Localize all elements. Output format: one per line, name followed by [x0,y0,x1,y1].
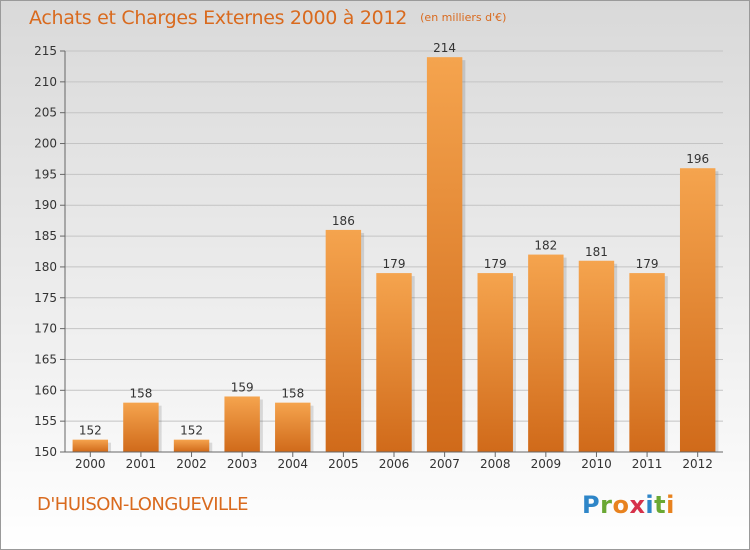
proxiti-logo[interactable]: Proxiti [582,491,675,519]
y-tick-label: 155 [34,414,57,428]
bar-value-label: 181 [585,245,608,259]
bar-value-label: 152 [180,424,203,438]
logo-letter: i [666,491,675,519]
logo-letter: o [612,491,630,519]
y-tick-label: 210 [34,75,57,89]
x-tick-label: 2008 [480,457,511,471]
bar [426,57,463,453]
x-tick-label: 2002 [176,457,207,471]
y-tick-label: 200 [34,137,57,151]
y-tick-label: 185 [34,229,57,243]
y-tick-label: 180 [34,260,57,274]
x-tick-label: 2001 [126,457,157,471]
bar [72,439,109,452]
x-axis: 2000 2001 2002 2003 2004 2005 2006 2007 2008 2009… [65,451,723,471]
y-tick-label: 205 [34,106,57,120]
bar [477,273,513,452]
x-tick-label: 2010 [581,457,612,471]
bar-value-label: 196 [686,152,709,166]
bar [325,229,362,452]
bar [275,402,311,452]
y-tick-label: 175 [34,291,57,305]
logo-letter: x [629,491,646,519]
bar-value-label: 179 [636,257,659,271]
bars: 152 158 152 159 158 186 179 214 179 182 181 179 196 [72,41,719,453]
chart-title: Achats et Charges Externes 2000 à 2012 [29,7,408,29]
logo-letter: P [582,491,601,519]
bar [173,439,210,452]
title-row: Achats et Charges Externes 2000 à 2012 (… [29,7,506,29]
bar-value-label: 158 [281,387,304,401]
place-name: D'HUISON-LONGUEVILLE [37,494,248,515]
bar [629,273,665,452]
x-tick-label: 2004 [277,457,308,471]
bar [376,273,412,452]
x-tick-label: 2009 [531,457,562,471]
x-tick-label: 2005 [328,457,359,471]
x-tick-label: 2000 [75,457,106,471]
y-tick-label: 160 [34,383,57,397]
bar [123,402,159,452]
x-tick-label: 2007 [429,457,460,471]
bar-value-label: 179 [383,257,406,271]
x-tick-label: 2011 [632,457,663,471]
bar [578,260,615,452]
logo-letter: i [645,491,655,519]
bar-value-label: 159 [231,380,254,394]
bar [224,396,260,452]
bar [679,168,716,452]
bar-value-label: 152 [79,424,102,438]
y-tick-label: 215 [34,44,57,58]
y-tick-label: 150 [34,445,57,459]
bar-value-label: 179 [484,257,507,271]
logo-letter: r [600,491,613,519]
bar-value-label: 214 [433,41,456,55]
y-tick-label: 170 [34,322,57,336]
bar [528,254,564,452]
y-tick-label: 190 [34,198,57,212]
y-tick-label: 195 [34,167,57,181]
y-tick-label: 165 [34,352,57,366]
x-tick-label: 2012 [682,457,713,471]
x-tick-label: 2006 [379,457,410,471]
bar-value-label: 182 [534,239,557,253]
chart-unit: (en milliers d'€) [420,11,507,24]
bar-value-label: 186 [332,214,355,228]
x-tick-label: 2003 [227,457,258,471]
bar-value-label: 158 [129,387,152,401]
y-axis: 150 155 160 165 170 175 180 185 190 195 200 205 210 2… [34,44,66,459]
logo-letter: t [654,491,667,519]
